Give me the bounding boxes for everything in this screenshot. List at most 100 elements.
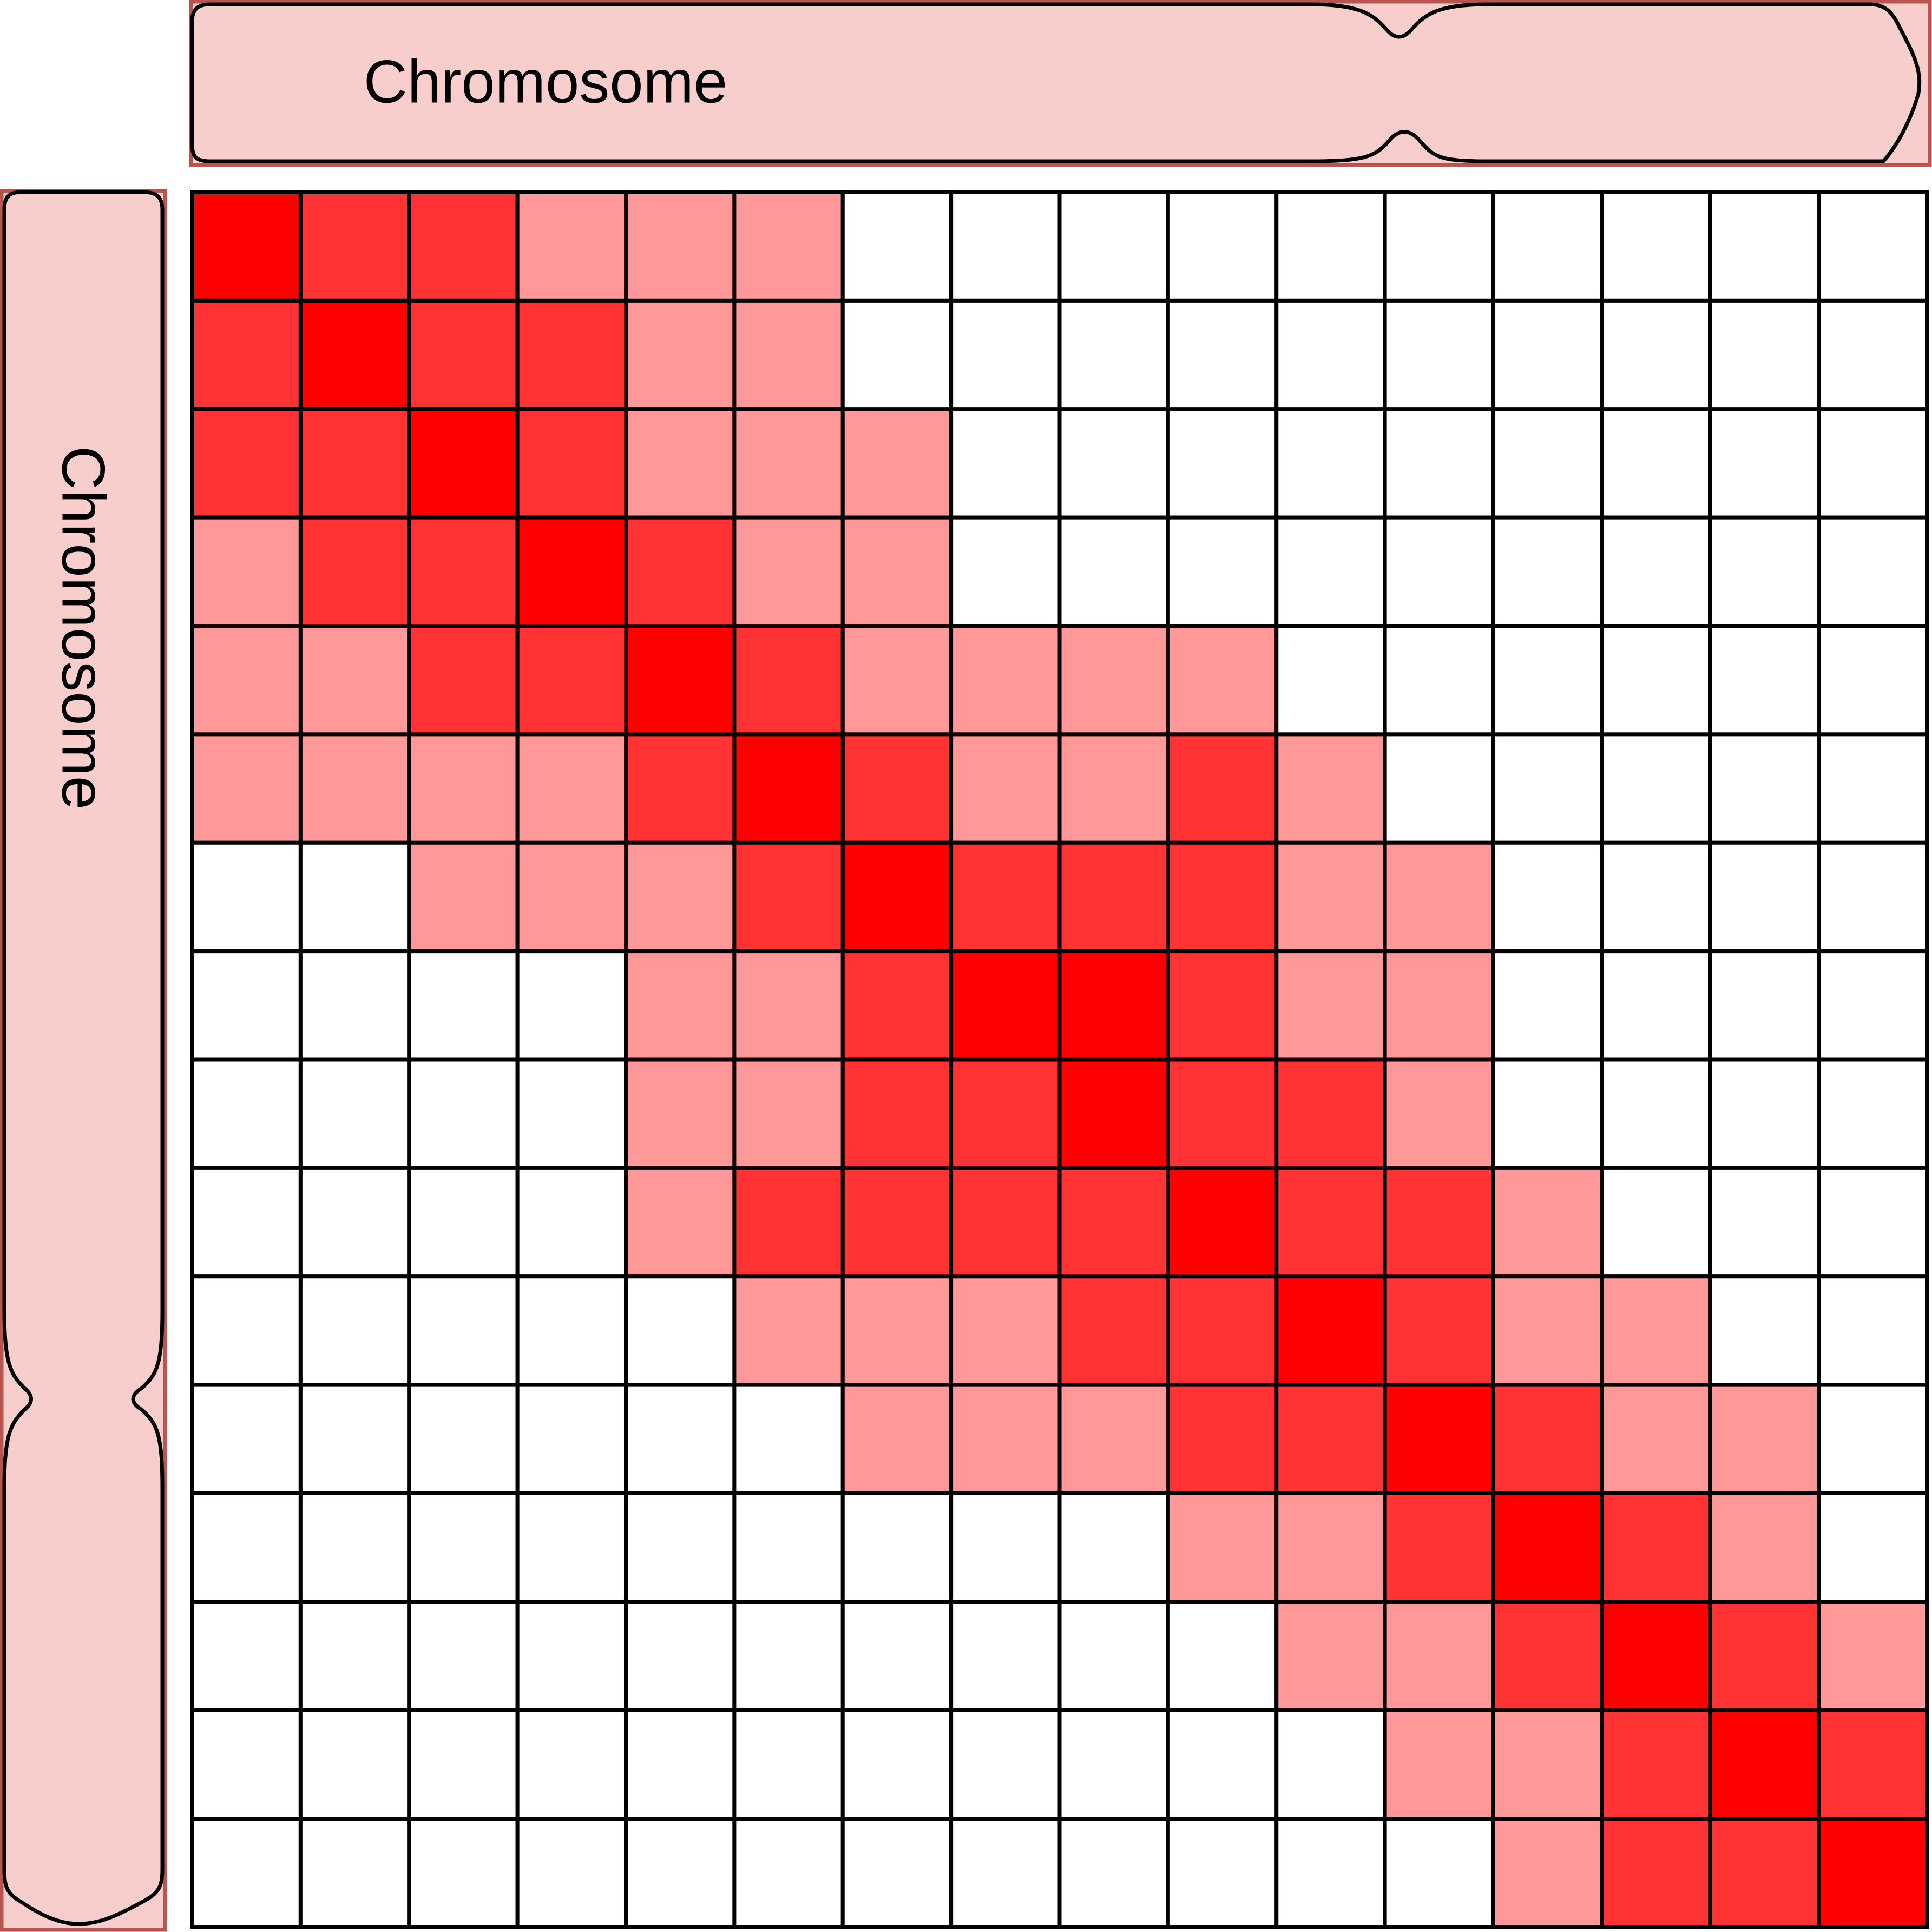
heatmap-cell-r11-c6: [840, 1383, 954, 1496]
heatmap-cell-r11-c9: [1166, 1383, 1279, 1496]
heatmap-cell-r10-c10: [1274, 1274, 1387, 1387]
heatmap-cell-r3-c15: [1817, 515, 1929, 628]
heatmap-cell-r12-c12: [1491, 1491, 1604, 1604]
heatmap-cell-r0-c9: [1166, 190, 1279, 303]
heatmap-cell-r4-c13: [1600, 624, 1712, 737]
heatmap-cell-r8-c15: [1817, 1057, 1929, 1170]
heatmap-cell-r14-c14: [1708, 1708, 1821, 1821]
heatmap-cell-r1-c1: [298, 298, 411, 411]
heatmap-cell-r1-c15: [1817, 298, 1929, 411]
heatmap-cell-r1-c13: [1600, 298, 1712, 411]
heatmap-cell-r10-c13: [1600, 1274, 1712, 1387]
heatmap-cell-r15-c11: [1383, 1817, 1496, 1929]
heatmap-cell-r7-c12: [1491, 949, 1604, 1062]
heatmap-cell-r11-c1: [298, 1383, 411, 1496]
heatmap-cell-r8-c0: [190, 1057, 303, 1170]
heatmap-cell-r14-c12: [1491, 1708, 1604, 1821]
heatmap-cell-r3-c7: [949, 515, 1062, 628]
heatmap-cell-r6-c3: [515, 840, 628, 954]
heatmap-cell-r2-c15: [1817, 407, 1929, 520]
heatmap-cell-r14-c9: [1166, 1708, 1279, 1821]
heatmap-cell-r6-c0: [190, 840, 303, 954]
heatmap-cell-r6-c9: [1166, 840, 1279, 954]
heatmap-cell-r1-c8: [1057, 298, 1170, 411]
heatmap-cell-r4-c14: [1708, 624, 1821, 737]
heatmap-cell-r6-c14: [1708, 840, 1821, 954]
heatmap-cell-r14-c10: [1274, 1708, 1387, 1821]
heatmap-cell-r0-c6: [840, 190, 954, 303]
heatmap-cell-r10-c12: [1491, 1274, 1604, 1387]
heatmap-cell-r12-c15: [1817, 1491, 1929, 1604]
heatmap-border: [190, 190, 1929, 1929]
heatmap-cell-r14-c11: [1383, 1708, 1496, 1821]
heatmap-cell-r3-c5: [732, 515, 845, 628]
heatmap-cell-r9-c11: [1383, 1166, 1496, 1279]
top-chromosome-body: [190, 2, 1922, 163]
heatmap-cell-r0-c3: [515, 190, 628, 303]
heatmap-cell-r11-c11: [1383, 1383, 1496, 1496]
heatmap-cell-r7-c9: [1166, 949, 1279, 1062]
heatmap-cell-r13-c9: [1166, 1600, 1279, 1712]
heatmap-cell-r2-c10: [1274, 407, 1387, 520]
heatmap-cell-r11-c8: [1057, 1383, 1170, 1496]
heatmap-cell-r6-c12: [1491, 840, 1604, 954]
left-chromosome-label: Chromosome: [49, 446, 117, 810]
heatmap-cell-r12-c7: [949, 1491, 1062, 1604]
heatmap-cell-r5-c15: [1817, 732, 1929, 845]
heatmap-cell-r11-c15: [1817, 1383, 1929, 1496]
heatmap-cell-r1-c11: [1383, 298, 1496, 411]
heatmap-cell-r8-c6: [840, 1057, 954, 1170]
heatmap-cell-r14-c5: [732, 1708, 845, 1821]
heatmap-cell-r14-c3: [515, 1708, 628, 1821]
heatmap-cell-r9-c4: [624, 1166, 737, 1279]
heatmap-cell-r6-c4: [624, 840, 737, 954]
heatmap-cell-r14-c2: [407, 1708, 520, 1821]
heatmap-cell-r14-c15: [1817, 1708, 1929, 1821]
heatmap-cell-r15-c2: [407, 1817, 520, 1929]
heatmap-cell-r5-c6: [840, 732, 954, 845]
heatmap-cell-r10-c5: [732, 1274, 845, 1387]
heatmap-cell-r7-c5: [732, 949, 845, 1062]
heatmap-cell-r1-c7: [949, 298, 1062, 411]
heatmap-cell-r15-c15: [1817, 1817, 1929, 1929]
heatmap-cell-r14-c8: [1057, 1708, 1170, 1821]
heatmap-cell-r6-c7: [949, 840, 1062, 954]
heatmap-cell-r12-c9: [1166, 1491, 1279, 1604]
heatmap-cell-r15-c0: [190, 1817, 303, 1929]
heatmap-cell-r13-c14: [1708, 1600, 1821, 1712]
heatmap-cell-r10-c15: [1817, 1274, 1929, 1387]
heatmap-cell-r8-c9: [1166, 1057, 1279, 1170]
heatmap-cell-r10-c6: [840, 1274, 954, 1387]
heatmap-cell-r11-c3: [515, 1383, 628, 1496]
heatmap-cell-r9-c10: [1274, 1166, 1387, 1279]
heatmap-cell-r7-c11: [1383, 949, 1496, 1062]
heatmap-cell-r3-c1: [298, 515, 411, 628]
heatmap-cell-r7-c14: [1708, 949, 1821, 1062]
heatmap-cell-r8-c13: [1600, 1057, 1712, 1170]
left-chromosome-body: [2, 190, 165, 1926]
heatmap-cell-r11-c14: [1708, 1383, 1821, 1496]
heatmap-cell-r12-c10: [1274, 1491, 1387, 1604]
heatmap-cell-r15-c9: [1166, 1817, 1279, 1929]
heatmap-cell-r0-c5: [732, 190, 845, 303]
heatmap-cell-r10-c2: [407, 1274, 520, 1387]
heatmap-cell-r8-c2: [407, 1057, 520, 1170]
heatmap-cell-r12-c14: [1708, 1491, 1821, 1604]
heatmap-cell-r2-c14: [1708, 407, 1821, 520]
heatmap-cell-r2-c2: [407, 407, 520, 520]
heatmap-cell-r2-c12: [1491, 407, 1604, 520]
heatmap-cell-r10-c1: [298, 1274, 411, 1387]
heatmap-cell-r0-c4: [624, 190, 737, 303]
heatmap-cell-r13-c11: [1383, 1600, 1496, 1712]
heatmap-cell-r4-c15: [1817, 624, 1929, 737]
heatmap-cell-r4-c6: [840, 624, 954, 737]
heatmap-cell-r9-c5: [732, 1166, 845, 1279]
heatmap-cell-r12-c5: [732, 1491, 845, 1604]
heatmap-cell-r4-c3: [515, 624, 628, 737]
heatmap-cell-r5-c8: [1057, 732, 1170, 845]
heatmap-cell-r13-c7: [949, 1600, 1062, 1712]
heatmap-cell-r4-c8: [1057, 624, 1170, 737]
heatmap-cell-r12-c0: [190, 1491, 303, 1604]
heatmap-cell-r13-c1: [298, 1600, 411, 1712]
heatmap-cell-r4-c4: [624, 624, 737, 737]
